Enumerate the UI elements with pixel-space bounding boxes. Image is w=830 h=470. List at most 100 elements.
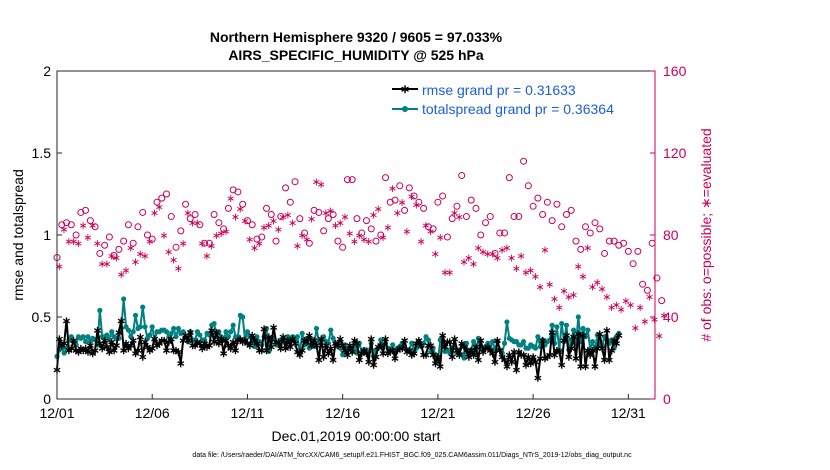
rmse-point: ∗: [179, 335, 188, 347]
obs-evaluated-point: ∗: [359, 234, 368, 246]
totalspread-point: [163, 329, 170, 335]
rmse-point: ∗: [138, 351, 147, 363]
obs-possible-point: [520, 157, 528, 165]
totalspread-point: [230, 322, 236, 328]
rmse-point: ∗: [493, 335, 502, 347]
rmse-point: ∗: [129, 335, 138, 347]
rmse-point: ∗: [67, 343, 76, 355]
totalspread-point: [313, 325, 320, 332]
totalspread-point: [192, 337, 198, 343]
rmse-point: ∗: [405, 345, 414, 357]
rmse-point: ∗: [236, 333, 245, 345]
obs-evaluated-point: ∗: [407, 191, 416, 203]
obs-evaluated-point: ∗: [345, 228, 354, 240]
x-tick-label: 12/01: [39, 405, 74, 421]
obs-possible-point: [639, 280, 647, 288]
totalspread-point: [97, 307, 103, 314]
rmse-point: ∗: [79, 345, 88, 357]
obs-possible-point: [405, 184, 413, 192]
rmse-point: ∗: [288, 333, 297, 345]
rmse-point: ∗: [74, 346, 83, 358]
rmse-point: ∗: [600, 355, 609, 367]
rmse-point: ∗: [267, 342, 276, 354]
obs-possible-point: [220, 225, 228, 233]
obs-evaluated-point: ∗: [397, 197, 406, 209]
rmse-point: ∗: [319, 351, 328, 363]
obs-evaluated-point: ∗: [102, 259, 111, 271]
legend-label-rmse: rmse grand pr = 0.31633: [422, 82, 576, 98]
obs-evaluated-point: ∗: [616, 304, 625, 316]
obs-evaluated-point: ∗: [64, 236, 73, 248]
obs-possible-point: [658, 297, 666, 305]
rmse-point: ∗: [531, 356, 540, 368]
rmse-point: ∗: [505, 350, 514, 362]
obs-possible-point: [448, 215, 456, 223]
totalspread-point: [254, 334, 260, 340]
obs-possible-point: [524, 182, 532, 190]
rmse-point: ∗: [119, 345, 128, 357]
obs-possible-point: [643, 286, 651, 294]
obs-evaluated-point: ∗: [374, 203, 383, 215]
obs-possible-point: [348, 176, 356, 184]
totalspread-point: [311, 343, 317, 350]
obs-evaluated-point: ∗: [350, 236, 359, 248]
totalspread-point: [321, 334, 327, 340]
obs-evaluated-point: ∗: [431, 248, 440, 260]
obs-possible-point: [105, 233, 113, 241]
obs-possible-point: [305, 239, 313, 247]
y-right-tick-label: 120: [663, 145, 687, 161]
rmse-point: ∗: [459, 342, 468, 354]
rmse-point: ∗: [117, 315, 126, 327]
rmse-point: ∗: [402, 346, 411, 358]
rmse-point: ∗: [205, 340, 214, 352]
rmse-point: ∗: [107, 337, 116, 349]
obs-evaluated-point: ∗: [312, 177, 321, 189]
totalspread-point: [532, 345, 539, 351]
rmse-point: ∗: [552, 345, 561, 357]
totalspread-point: [328, 327, 334, 333]
totalspread-point: [421, 340, 427, 346]
obs-possible-point: [272, 237, 280, 245]
rmse-point: ∗: [338, 340, 347, 352]
obs-possible-point: [391, 196, 399, 204]
rmse-point: ∗: [307, 340, 316, 352]
obs-possible-point: [343, 176, 351, 184]
y-right-tick-label: 160: [663, 63, 687, 79]
rmse-point: ∗: [419, 350, 428, 362]
y-left-tick-label: 1: [43, 227, 51, 243]
rmse-point: ∗: [314, 355, 323, 367]
obs-evaluated-point: ∗: [231, 212, 240, 224]
obs-possible-point: [539, 211, 547, 218]
rmse-point: ∗: [64, 345, 73, 357]
totalspread-point: [140, 304, 146, 310]
obs-possible-point: [429, 225, 437, 233]
rmse-point: ∗: [345, 340, 354, 352]
obs-possible-point: [501, 229, 509, 237]
obs-evaluated-point: ∗: [202, 251, 211, 263]
rmse-point: ∗: [398, 343, 407, 355]
rmse-point: ∗: [245, 340, 254, 352]
totalspread-point: [461, 355, 467, 361]
x-tick-label: 12/21: [420, 405, 455, 421]
rmse-point: ∗: [164, 337, 173, 349]
rmse-point: ∗: [438, 330, 447, 342]
rmse-point: ∗: [409, 348, 418, 360]
obs-count-layer: ∗∗∗∗∗∗∗∗∗∗∗∗∗∗∗∗∗∗∗∗∗∗∗∗∗∗∗∗∗∗∗∗∗∗∗∗∗∗∗∗…: [53, 157, 669, 342]
obs-evaluated-point: ∗: [193, 218, 202, 230]
obs-evaluated-point: ∗: [512, 263, 521, 275]
obs-possible-point: [462, 213, 470, 221]
obs-evaluated-point: ∗: [236, 203, 245, 215]
rmse-point: ∗: [140, 337, 149, 349]
obs-evaluated-point: ∗: [393, 207, 402, 219]
obs-possible-point: [601, 249, 609, 257]
totalspread-point: [121, 296, 127, 302]
obs-possible-point: [134, 223, 142, 231]
obs-possible-point: [329, 211, 337, 218]
totalspread-point: [325, 340, 331, 346]
rmse-point: ∗: [390, 353, 399, 365]
rmse-point: ∗: [483, 342, 492, 354]
totalspread-point: [225, 334, 232, 340]
x-tick-label: 12/11: [230, 405, 264, 421]
totalspread-point: [590, 339, 596, 345]
